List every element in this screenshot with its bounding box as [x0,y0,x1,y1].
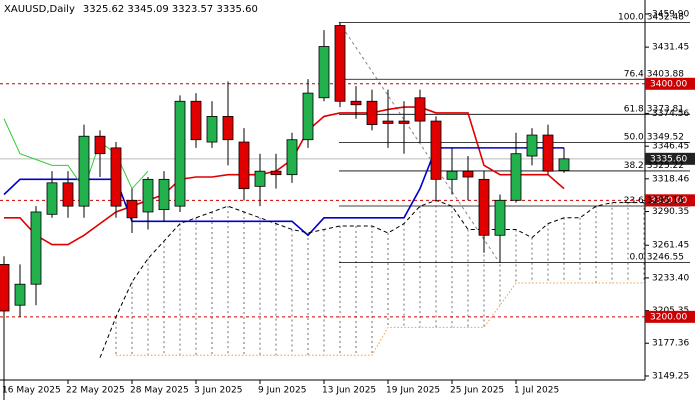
y-tick-label: 3318.46 [652,174,689,184]
candle-body [222,116,234,141]
fib-value: 3452.48 [647,12,684,22]
candle-body [238,141,250,190]
fib-label: 61.8 3373.81 [624,104,684,114]
candle-body [14,283,26,306]
x-tick-label: 22 May 2025 [66,386,125,396]
candle-body [30,211,42,285]
fib-ratio: 38.2 [624,160,644,170]
y-tick-label: 3346.45 [652,142,689,152]
fib-label: 38.2 3325.22 [624,160,684,170]
candle-body [110,147,122,207]
y-tick-label: 3233.40 [652,273,689,283]
x-tick-label: 1 Jul 2025 [514,386,559,396]
x-tick-label: 3 Jun 2025 [194,386,242,396]
fib-ratio: 76.4 [624,69,644,79]
candle-body [366,100,378,125]
candle-body [126,199,138,219]
x-tick-label: 16 May 2025 [2,386,61,396]
fib-label: 0.0 3246.55 [629,252,684,262]
level-label-bg [645,310,695,323]
fib-label: 100.0 3452.48 [618,12,684,22]
current-price-label: 3335.60 [650,154,687,164]
candle-body [462,170,474,178]
candle-body [174,100,186,207]
x-tick-label: 25 Jun 2025 [450,386,504,396]
fib-value: 3349.52 [647,132,684,142]
current-price-bg [645,152,695,165]
candle-body [270,170,282,176]
candle-body [190,100,202,141]
y-tick-label: 3459.90 [652,9,689,19]
indicator-line [3,118,149,190]
symbol: XAUUSD,Daily [4,4,75,15]
candle-body [142,178,154,213]
candle-body [494,199,506,236]
fib-label: 76.4 3403.88 [624,69,685,79]
y-tick-label: 3374.56 [652,109,689,119]
candle-body [542,134,554,172]
fib-ratio: 23.6 [624,195,644,205]
x-tick-label: 9 Jun 2025 [258,386,306,396]
fib-value: 3246.55 [647,252,684,262]
candle-body [510,153,522,201]
indicator-line [99,199,644,358]
fib-ratio: 0.0 [629,252,644,262]
candle-body [254,170,266,187]
indicator-line [3,147,564,237]
candle-body [286,139,298,176]
fib-value: 3295.15 [647,195,684,205]
ohlc-values: 3325.62 3345.09 3323.57 3335.60 [83,4,258,15]
fib-ratio: 100.0 [618,12,644,22]
fib-ratio: 50.0 [624,132,644,142]
candle-body [78,135,90,207]
candle-body [350,100,362,106]
candle-body [206,116,218,143]
level-label: 3200.00 [650,312,687,322]
chart-title: XAUUSD,Daily 3325.62 3345.09 3323.57 3335… [4,4,258,15]
level-label: 3400.00 [650,79,687,89]
fib-value: 3373.81 [647,104,684,114]
y-tick-label: 3261.45 [652,241,689,251]
candle-body [318,46,330,99]
y-tick-label: 3177.36 [652,339,689,349]
candle-body [398,120,410,124]
candle-body [158,178,170,211]
candle-body [414,97,426,122]
fib-value: 3325.22 [647,160,684,170]
x-tick-label: 13 Jun 2025 [322,386,376,396]
indicator-line [4,106,565,246]
candle-body [430,120,442,180]
candle-body [62,182,74,207]
fib-trend-line [338,21,500,263]
candle-body [0,264,10,312]
level-label-bg [645,77,695,90]
candle-body [46,182,58,215]
fib-ratio: 61.8 [624,104,644,114]
fib-value: 3403.88 [647,69,684,79]
candle-body [558,158,570,171]
level-label: 3300.00 [650,196,687,206]
candle-body [302,92,314,141]
x-tick-label: 28 May 2025 [130,386,189,396]
candle-body [526,134,538,157]
candle-body [94,135,106,155]
y-tick-label: 3149.25 [652,371,689,381]
fib-label: 50.0 3349.52 [624,132,684,142]
level-label-bg [645,194,695,207]
plot [0,22,690,400]
candle-body [446,170,458,180]
y-tick-label: 3431.45 [652,43,689,53]
y-tick-label: 3290.35 [652,207,689,217]
candle-body [478,178,490,236]
candle-body [382,120,394,124]
indicator-line [116,282,644,356]
fib-label: 23.6 3295.15 [624,195,684,205]
candle-body [334,25,346,102]
x-tick-label: 19 Jun 2025 [386,386,440,396]
